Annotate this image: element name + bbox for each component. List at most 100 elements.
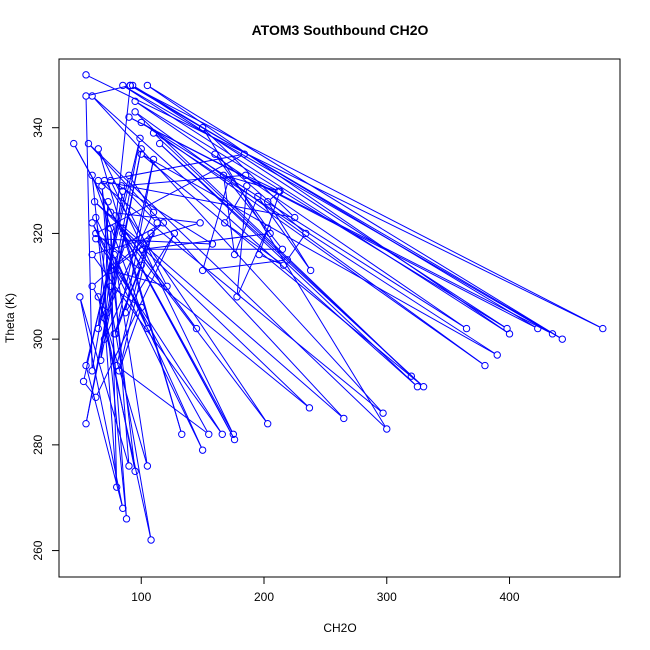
- series-segment: [261, 255, 281, 265]
- data-point: [208, 240, 217, 248]
- data-point: [125, 462, 133, 470]
- series-segment: [85, 383, 95, 396]
- series-segment: [125, 86, 550, 333]
- series-segment: [96, 236, 174, 395]
- series-segment: [96, 203, 308, 407]
- data-point: [599, 324, 607, 333]
- data-point: [143, 462, 152, 470]
- series-segment: [80, 299, 129, 464]
- data-point: [159, 219, 168, 227]
- series-segment: [100, 88, 131, 358]
- series-segment: [126, 235, 174, 311]
- series-segment: [74, 146, 233, 432]
- series-segment: [101, 189, 127, 516]
- data-point: [493, 351, 501, 359]
- data-point: [119, 504, 127, 512]
- data-point: [94, 324, 102, 333]
- data-point: [131, 108, 139, 116]
- series-segment: [107, 214, 153, 311]
- data-point: [302, 229, 310, 238]
- data-point: [340, 414, 348, 423]
- data-point: [115, 367, 123, 375]
- data-point: [82, 71, 90, 79]
- series-segment: [118, 367, 207, 433]
- series-segment: [203, 130, 386, 427]
- data-point: [143, 81, 152, 90]
- data-point: [138, 245, 147, 253]
- data-point: [230, 435, 239, 444]
- y-tick-label: 300: [31, 329, 45, 349]
- series-segment: [100, 151, 142, 358]
- series-segment: [125, 162, 154, 310]
- series-segment: [107, 154, 242, 181]
- series-segment: [143, 123, 465, 328]
- data-point: [106, 176, 115, 185]
- series-segment: [98, 151, 182, 432]
- data-point: [462, 324, 471, 333]
- series-segment: [205, 259, 285, 271]
- series-segment: [145, 233, 268, 250]
- data-point: [70, 139, 78, 148]
- series-segment: [237, 230, 267, 295]
- data-point: [503, 324, 511, 333]
- data-point: [92, 213, 100, 222]
- series-segment: [111, 246, 125, 284]
- data-point: [149, 129, 158, 137]
- series-segment: [132, 86, 601, 328]
- data-point: [198, 266, 207, 275]
- data-point: [548, 330, 557, 338]
- data-point: [233, 293, 241, 301]
- data-point: [103, 309, 111, 317]
- chart-title: ATOM3 Southbound CH2O: [252, 22, 429, 38]
- series-segment: [225, 188, 246, 221]
- series-segment: [259, 198, 310, 269]
- series-segment: [80, 299, 123, 506]
- x-tick-label: 200: [254, 590, 274, 604]
- data-point: [119, 229, 127, 238]
- series-segment: [95, 220, 152, 537]
- series-segment: [149, 86, 508, 333]
- data-point: [149, 208, 158, 216]
- data-point: [137, 145, 145, 153]
- series-segment: [123, 187, 156, 221]
- series-segment: [204, 129, 293, 216]
- series-segment: [92, 178, 147, 326]
- data-point: [88, 219, 96, 227]
- x-axis-label: CH2O: [323, 621, 356, 635]
- series-segment: [227, 224, 282, 264]
- data-point: [205, 430, 213, 438]
- y-tick-label: 260: [31, 540, 45, 560]
- data-point: [121, 240, 129, 248]
- series-segment: [268, 204, 310, 268]
- data-point: [137, 118, 145, 127]
- series-segment: [83, 178, 129, 379]
- data-point: [198, 124, 207, 132]
- series-segment: [125, 86, 508, 333]
- data-point: [131, 97, 139, 105]
- x-tick-label: 100: [131, 590, 151, 604]
- series-segment: [216, 156, 267, 226]
- series-segment: [111, 183, 233, 432]
- data-point: [147, 536, 155, 544]
- data-point: [198, 446, 207, 454]
- data-point: [125, 171, 133, 179]
- data-point: [126, 81, 134, 90]
- data-point: [92, 229, 100, 238]
- series-segment: [98, 155, 242, 233]
- data-point: [137, 150, 145, 158]
- series-segment: [97, 241, 221, 432]
- series-segment: [203, 183, 229, 268]
- data-point: [88, 367, 96, 375]
- data-point: [110, 330, 118, 338]
- data-point: [82, 420, 90, 428]
- data-point: [128, 81, 137, 90]
- data-point: [76, 293, 84, 301]
- data-point: [196, 219, 204, 227]
- data-point: [279, 261, 288, 269]
- series-segment: [104, 321, 135, 469]
- data-point: [112, 483, 121, 491]
- data-point: [229, 430, 238, 438]
- data-point: [230, 250, 239, 259]
- data-point: [290, 213, 299, 222]
